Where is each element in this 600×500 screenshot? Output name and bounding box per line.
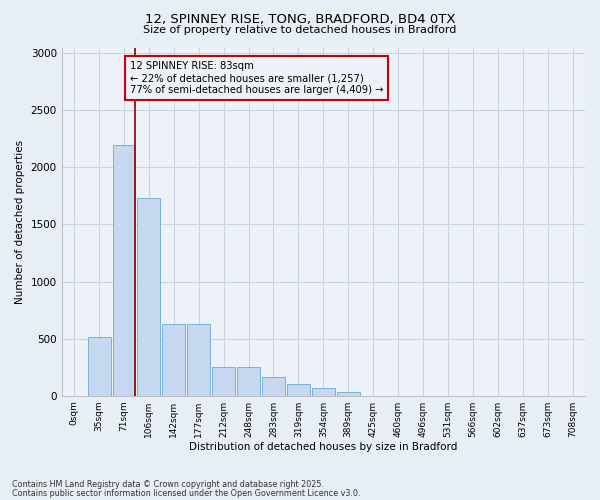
X-axis label: Distribution of detached houses by size in Bradford: Distribution of detached houses by size … [189,442,458,452]
Text: Size of property relative to detached houses in Bradford: Size of property relative to detached ho… [143,25,457,35]
Bar [312,388,335,396]
Bar [113,144,136,396]
Bar [137,198,160,396]
Bar [187,324,210,396]
Y-axis label: Number of detached properties: Number of detached properties [15,140,25,304]
Bar [163,324,185,396]
Bar [262,378,285,396]
Bar [337,392,360,396]
Text: Contains HM Land Registry data © Crown copyright and database right 2025.: Contains HM Land Registry data © Crown c… [12,480,324,489]
Text: Contains public sector information licensed under the Open Government Licence v3: Contains public sector information licen… [12,488,361,498]
Text: 12 SPINNEY RISE: 83sqm
← 22% of detached houses are smaller (1,257)
77% of semi-: 12 SPINNEY RISE: 83sqm ← 22% of detached… [130,62,383,94]
Bar [237,367,260,396]
Text: 12, SPINNEY RISE, TONG, BRADFORD, BD4 0TX: 12, SPINNEY RISE, TONG, BRADFORD, BD4 0T… [145,12,455,26]
Bar [212,367,235,396]
Bar [88,338,110,396]
Bar [287,384,310,396]
